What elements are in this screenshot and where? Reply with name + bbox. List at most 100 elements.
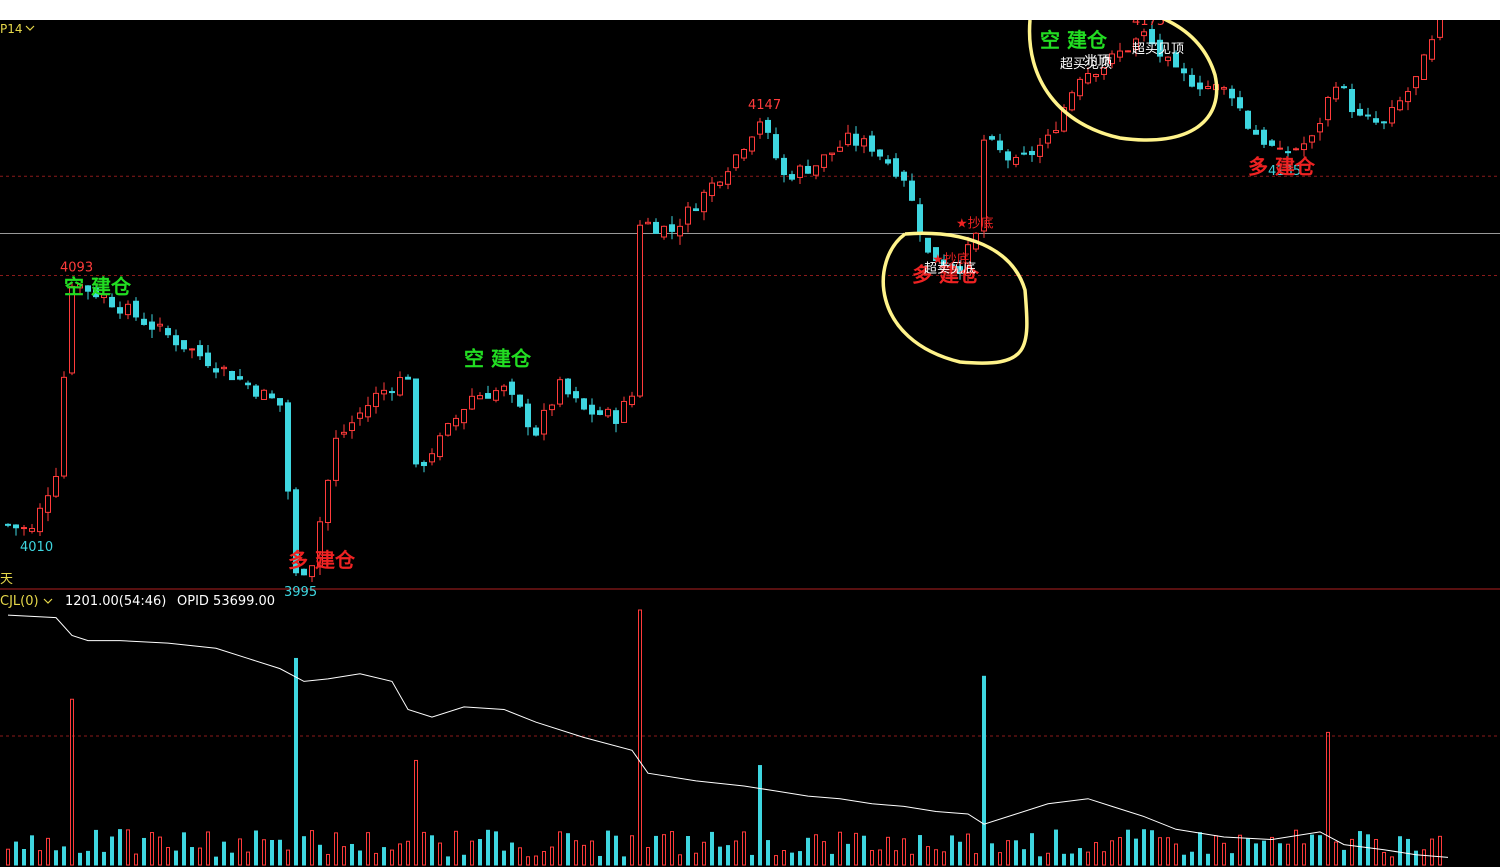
candle-body	[797, 165, 803, 178]
volume-bar	[1078, 848, 1082, 866]
volume-bar	[22, 849, 26, 866]
volume-indicator-label[interactable]: CJL(0)	[0, 594, 39, 609]
candle-body	[269, 393, 275, 399]
volume-bar	[790, 852, 794, 866]
candle-body	[85, 285, 91, 292]
candle-body	[469, 395, 475, 410]
volume-bar	[334, 832, 338, 866]
signal-label-short: 空 建仓	[464, 347, 532, 371]
volume-bar	[878, 849, 882, 866]
volume-bar	[1150, 830, 1154, 866]
price-label: 3995	[284, 585, 317, 600]
candle-body	[53, 475, 59, 497]
volume-bar	[550, 846, 554, 866]
candle-body	[285, 402, 291, 492]
volume-bar	[1062, 853, 1066, 866]
chevron-down-icon[interactable]	[25, 25, 35, 31]
volume-bar	[870, 850, 874, 866]
volume-bar	[326, 853, 330, 866]
candle-body	[1069, 92, 1075, 111]
candle-body	[365, 405, 371, 418]
candle-body	[1021, 152, 1027, 155]
volume-bar	[1118, 837, 1122, 866]
candle-body	[413, 378, 419, 465]
volume-bar	[1238, 834, 1242, 866]
volume-bar	[14, 841, 18, 866]
candle-body	[373, 392, 379, 408]
volume-bar	[502, 850, 506, 866]
candle-body	[621, 400, 627, 423]
candle-body	[509, 381, 515, 395]
volume-bar	[1246, 838, 1250, 866]
volume-bar	[70, 698, 74, 866]
candle-body	[789, 174, 795, 180]
candle-body	[245, 382, 251, 386]
candle-body	[861, 138, 867, 147]
volume-bar	[446, 856, 450, 866]
volume-bar	[918, 835, 922, 866]
candle-body	[605, 408, 611, 417]
candle-body	[197, 345, 203, 357]
volume-bar	[862, 835, 866, 866]
candle-body	[597, 410, 603, 415]
candle-body	[133, 300, 139, 318]
volume-bar	[854, 832, 858, 866]
highlight-circle-top	[1027, 20, 1219, 142]
candle-body	[613, 410, 619, 424]
candle-body	[1093, 74, 1099, 78]
volume-bar	[1230, 853, 1234, 866]
volume-bar	[342, 846, 346, 866]
candle-body	[69, 285, 75, 374]
candle-body	[149, 321, 155, 330]
volume-bar	[294, 657, 298, 866]
volume-bar	[614, 835, 618, 866]
volume-bar	[286, 849, 290, 866]
volume-bar	[958, 841, 962, 866]
volume-bar	[662, 834, 666, 866]
candle-body	[717, 181, 723, 186]
volume-bar	[486, 829, 490, 866]
volume-bar	[718, 846, 722, 866]
volume-bar	[742, 831, 746, 866]
volume-bar	[758, 765, 762, 866]
candle-body	[549, 404, 555, 411]
volume-bar	[1406, 838, 1410, 866]
candle-body	[1189, 74, 1195, 87]
candle-body	[869, 135, 875, 152]
volume-bar	[886, 836, 890, 866]
candle-body	[1053, 130, 1059, 134]
candle-body	[893, 158, 899, 177]
chevron-down-icon[interactable]	[43, 598, 53, 604]
candle-body	[45, 495, 51, 513]
candle-body	[1333, 86, 1339, 100]
main-indicator-label[interactable]: P14	[0, 22, 23, 36]
volume-bar	[390, 849, 394, 866]
volume-bar	[1294, 829, 1298, 866]
candle-body	[293, 489, 299, 574]
volume-bar	[1318, 835, 1322, 866]
volume-bar	[318, 844, 322, 866]
volume-bar	[1174, 843, 1178, 866]
volume-bar	[38, 850, 42, 866]
volume-bar	[1190, 851, 1194, 866]
candle-body	[685, 206, 691, 225]
candle-body	[757, 121, 763, 135]
volume-bar	[806, 837, 810, 866]
volume-bar	[1158, 837, 1162, 866]
volume-bar	[78, 852, 82, 866]
candle-body	[1061, 107, 1067, 132]
candle-body	[917, 204, 923, 235]
candle-body	[301, 568, 307, 576]
candle-body	[653, 221, 659, 234]
candle-body	[1013, 156, 1019, 165]
highlight-circles	[881, 20, 1219, 365]
candle-body	[1373, 118, 1379, 123]
candle-body	[253, 385, 259, 397]
volume-bar	[542, 851, 546, 866]
volume-bar	[1302, 843, 1306, 866]
candle-body	[1413, 76, 1419, 89]
volume-bar	[1014, 840, 1018, 866]
volume-bar	[1342, 849, 1346, 866]
candle-body	[437, 435, 443, 458]
volume-bar	[454, 830, 458, 866]
